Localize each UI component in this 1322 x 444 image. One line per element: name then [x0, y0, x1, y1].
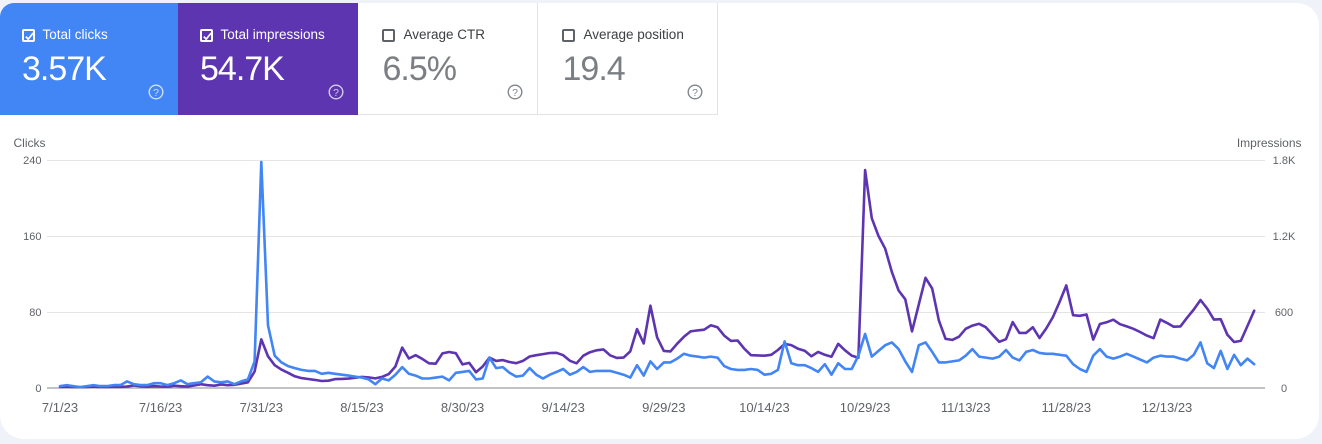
- svg-text:9/14/23: 9/14/23: [542, 400, 585, 415]
- svg-text:Clicks: Clicks: [14, 136, 46, 150]
- svg-text:0: 0: [35, 383, 41, 395]
- svg-text:7/31/23: 7/31/23: [240, 400, 283, 415]
- svg-text:9/29/23: 9/29/23: [642, 400, 685, 415]
- svg-text:Impressions: Impressions: [1237, 136, 1302, 150]
- svg-text:?: ?: [333, 87, 339, 99]
- svg-text:600: 600: [1275, 307, 1293, 319]
- svg-text:1.2K: 1.2K: [1273, 231, 1296, 243]
- svg-text:80: 80: [29, 307, 41, 319]
- svg-text:11/28/23: 11/28/23: [1041, 400, 1091, 415]
- svg-text:8/15/23: 8/15/23: [340, 400, 383, 415]
- svg-text:10/29/23: 10/29/23: [840, 400, 891, 415]
- svg-text:10/14/23: 10/14/23: [739, 400, 790, 415]
- svg-text:7/1/23: 7/1/23: [42, 400, 78, 415]
- svg-text:11/13/23: 11/13/23: [941, 400, 991, 415]
- svg-text:12/13/23: 12/13/23: [1142, 400, 1193, 415]
- svg-text:?: ?: [153, 87, 159, 99]
- svg-text:0: 0: [1281, 383, 1287, 395]
- svg-text:7/16/23: 7/16/23: [139, 400, 182, 415]
- svg-text:8/30/23: 8/30/23: [441, 400, 484, 415]
- svg-text:160: 160: [23, 231, 41, 243]
- svg-text:?: ?: [512, 87, 518, 99]
- svg-text:1.8K: 1.8K: [1273, 155, 1296, 167]
- svg-text:240: 240: [23, 155, 41, 167]
- svg-text:?: ?: [692, 87, 698, 99]
